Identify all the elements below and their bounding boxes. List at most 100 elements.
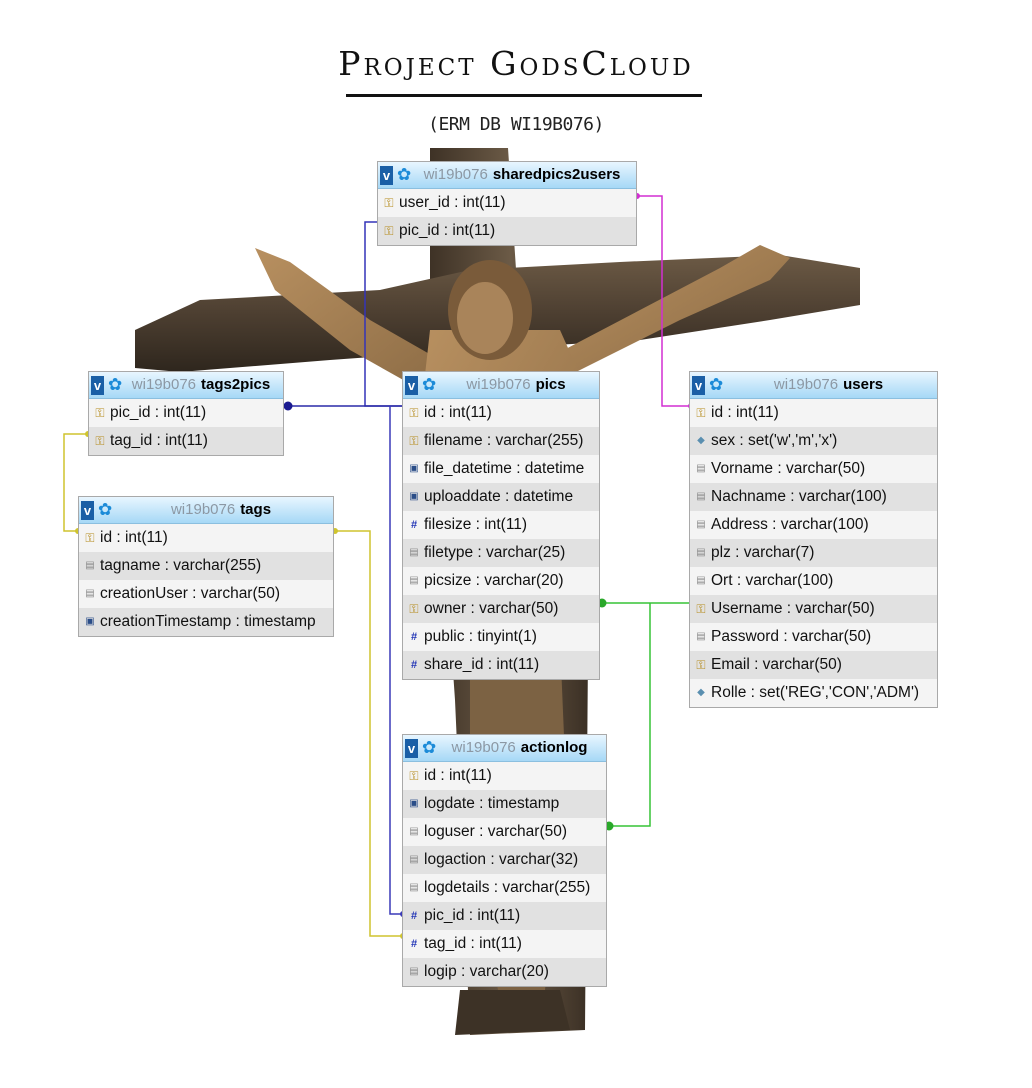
- column-row[interactable]: ▣ file_datetime : datetime: [403, 455, 599, 483]
- key-icon: ⚿: [95, 406, 105, 420]
- column-row[interactable]: ⚿ id : int(11): [403, 762, 606, 790]
- diagram-subtitle: (ERM DB WI19B076): [428, 114, 604, 135]
- text-icon: ▤: [409, 882, 419, 893]
- column-row[interactable]: ▤ Nachname : varchar(100): [690, 483, 937, 511]
- column-row[interactable]: ▤ logdetails : varchar(255): [403, 874, 606, 902]
- column-row[interactable]: ◆ Rolle : set('REG','CON','ADM'): [690, 679, 937, 707]
- column-row[interactable]: ⚿ owner : varchar(50): [403, 595, 599, 623]
- column-definition: Email : varchar(50): [711, 656, 842, 673]
- column-definition: tag_id : int(11): [424, 935, 522, 952]
- column-row[interactable]: ▣ logdate : timestamp: [403, 790, 606, 818]
- table-title: actionlog: [520, 739, 588, 756]
- toggle-columns-button[interactable]: v: [405, 376, 418, 395]
- column-row[interactable]: # pic_id : int(11): [403, 902, 606, 930]
- key-icon: ⚿: [384, 224, 394, 238]
- table-columns: ⚿ id : int(11) ⚿ filename : varchar(255) ▣ fi…: [403, 399, 599, 679]
- table-columns: ⚿ id : int(11) ◆ sex : set('w','m','x') ▤ Vor…: [690, 399, 937, 707]
- hash-icon: #: [410, 938, 418, 950]
- toggle-columns-button[interactable]: v: [405, 739, 418, 758]
- table-header: v ✿ wi19b076 actionlog: [403, 735, 606, 762]
- column-row[interactable]: ▤ tagname : varchar(255): [79, 552, 333, 580]
- column-row[interactable]: ⚿ user_id : int(11): [378, 189, 636, 217]
- hash-icon: #: [410, 631, 418, 643]
- column-row[interactable]: ▤ logip : varchar(20): [403, 958, 606, 986]
- column-definition: Vorname : varchar(50): [711, 460, 866, 477]
- column-row[interactable]: ▣ uploaddate : datetime: [403, 483, 599, 511]
- column-row[interactable]: ▤ Ort : varchar(100): [690, 567, 937, 595]
- gear-icon[interactable]: ✿: [422, 375, 437, 394]
- text-icon: ▤: [409, 854, 419, 865]
- table-header: v ✿ wi19b076 pics: [403, 372, 599, 399]
- table-columns: ⚿ id : int(11) ▤ tagname : varchar(255) ▤ cre…: [79, 524, 333, 636]
- column-row[interactable]: ▤ filetype : varchar(25): [403, 539, 599, 567]
- column-definition: id : int(11): [711, 404, 779, 421]
- table-title: pics: [535, 376, 566, 393]
- table-sharedpics2users[interactable]: v ✿ wi19b076 sharedpics2users ⚿ user_id : int…: [377, 161, 637, 246]
- column-row[interactable]: # tag_id : int(11): [403, 930, 606, 958]
- toggle-columns-button[interactable]: v: [692, 376, 705, 395]
- text-icon: ▤: [409, 966, 419, 977]
- column-definition: logip : varchar(20): [424, 963, 549, 980]
- column-row[interactable]: ▤ Password : varchar(50): [690, 623, 937, 651]
- hash-icon: #: [410, 659, 418, 671]
- table-tags2pics[interactable]: v ✿ wi19b076 tags2pics ⚿ pic_id : int(11) ⚿ tag…: [88, 371, 284, 456]
- gear-icon[interactable]: ✿: [98, 500, 113, 519]
- table-users[interactable]: v ✿ wi19b076 users ⚿ id : int(11) ◆ sex : set('…: [689, 371, 938, 708]
- table-name: wi19b076 tags2pics: [125, 372, 277, 398]
- relation-line-actionlog-tag: [333, 530, 403, 937]
- table-header: v ✿ wi19b076 tags2pics: [89, 372, 283, 399]
- relation-line-sharedpics-pic: [364, 221, 403, 407]
- column-row[interactable]: ⚿ pic_id : int(11): [378, 217, 636, 245]
- hash-icon: #: [410, 519, 418, 531]
- table-actionlog[interactable]: v ✿ wi19b076 actionlog ⚿ id : int(11) ▣ logdate…: [402, 734, 607, 987]
- gear-icon[interactable]: ✿: [709, 375, 724, 394]
- column-row[interactable]: ⚿ Username : varchar(50): [690, 595, 937, 623]
- column-row[interactable]: ⚿ tag_id : int(11): [89, 427, 283, 455]
- gear-icon[interactable]: ✿: [422, 738, 437, 757]
- column-definition: picsize : varchar(20): [424, 572, 564, 589]
- gear-icon[interactable]: ✿: [108, 375, 123, 394]
- table-name: wi19b076 sharedpics2users: [414, 162, 630, 188]
- table-name: wi19b076 pics: [439, 372, 593, 398]
- column-row[interactable]: ⚿ pic_id : int(11): [89, 399, 283, 427]
- column-row[interactable]: ⚿ filename : varchar(255): [403, 427, 599, 455]
- column-row[interactable]: ◆ sex : set('w','m','x'): [690, 427, 937, 455]
- toggle-columns-button[interactable]: v: [91, 376, 104, 395]
- text-icon: ▤: [696, 631, 706, 642]
- column-row[interactable]: ▤ logaction : varchar(32): [403, 846, 606, 874]
- table-tags[interactable]: v ✿ wi19b076 tags ⚿ id : int(11) ▤ tagname : va…: [78, 496, 334, 637]
- column-definition: Username : varchar(50): [711, 600, 875, 617]
- column-row[interactable]: ▣ creationTimestamp : timestamp: [79, 608, 333, 636]
- calendar-icon: ▣: [409, 491, 419, 502]
- table-header: v ✿ wi19b076 tags: [79, 497, 333, 524]
- column-definition: tag_id : int(11): [110, 432, 208, 449]
- table-database-name: wi19b076: [170, 501, 236, 518]
- column-row[interactable]: ▤ plz : varchar(7): [690, 539, 937, 567]
- column-definition: logdate : timestamp: [424, 795, 560, 812]
- column-row[interactable]: # filesize : int(11): [403, 511, 599, 539]
- column-row[interactable]: # public : tinyint(1): [403, 623, 599, 651]
- key-icon: ⚿: [409, 434, 419, 448]
- column-definition: pic_id : int(11): [399, 222, 496, 239]
- toggle-columns-button[interactable]: v: [81, 501, 94, 520]
- key-icon: ⚿: [409, 769, 419, 783]
- column-row[interactable]: ▤ loguser : varchar(50): [403, 818, 606, 846]
- text-icon: ▤: [696, 547, 706, 558]
- column-row[interactable]: ⚿ id : int(11): [403, 399, 599, 427]
- column-row[interactable]: ⚿ id : int(11): [690, 399, 937, 427]
- column-row[interactable]: ▤ creationUser : varchar(50): [79, 580, 333, 608]
- column-definition: id : int(11): [424, 404, 492, 421]
- column-row[interactable]: ▤ Vorname : varchar(50): [690, 455, 937, 483]
- table-pics[interactable]: v ✿ wi19b076 pics ⚿ id : int(11) ⚿ filename : v…: [402, 371, 600, 680]
- toggle-columns-button[interactable]: v: [380, 166, 393, 185]
- column-row[interactable]: ⚿ Email : varchar(50): [690, 651, 937, 679]
- column-row[interactable]: ▤ Address : varchar(100): [690, 511, 937, 539]
- gear-icon[interactable]: ✿: [397, 165, 412, 184]
- key-icon: ⚿: [384, 196, 394, 210]
- column-definition: Ort : varchar(100): [711, 572, 834, 589]
- table-database-name: wi19b076: [773, 376, 839, 393]
- column-definition: Nachname : varchar(100): [711, 488, 887, 505]
- column-row[interactable]: ▤ picsize : varchar(20): [403, 567, 599, 595]
- column-row[interactable]: # share_id : int(11): [403, 651, 599, 679]
- column-row[interactable]: ⚿ id : int(11): [79, 524, 333, 552]
